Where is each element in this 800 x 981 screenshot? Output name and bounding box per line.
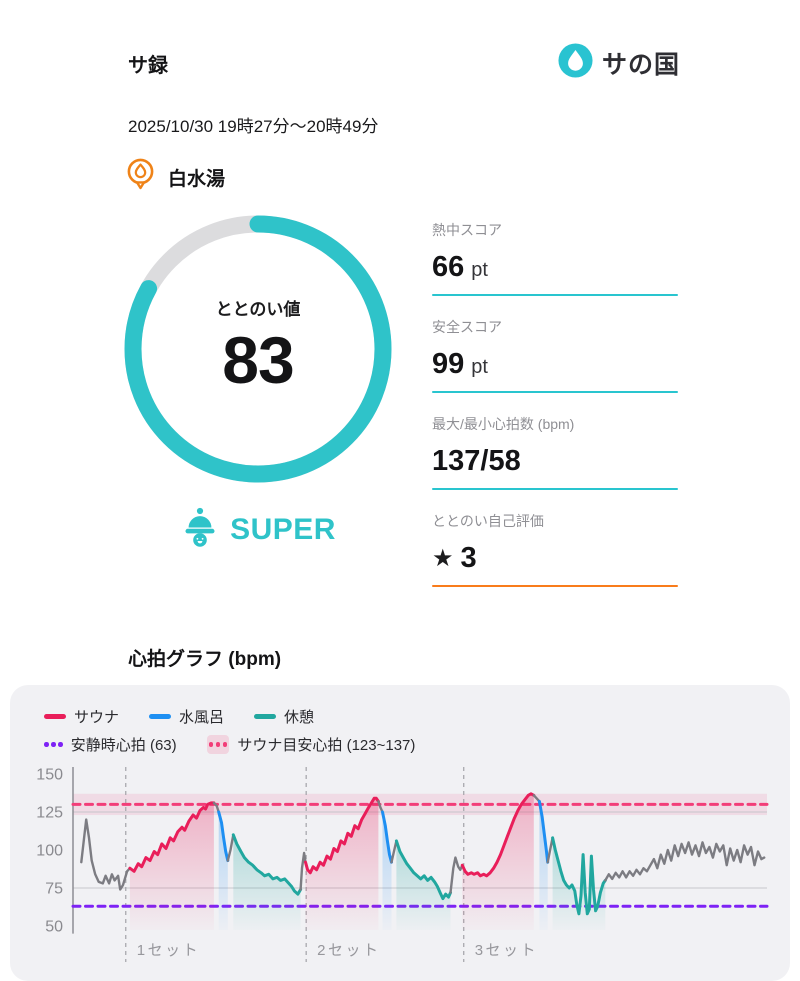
svg-text:1セット: 1セット bbox=[137, 942, 200, 959]
location-row: 白水湯 bbox=[124, 157, 800, 198]
stat-value: 66 bbox=[432, 251, 465, 283]
stat-label: 熱中スコア bbox=[432, 222, 502, 238]
sauna-hat-icon bbox=[180, 506, 220, 553]
stats-column: 熱中スコア 66 pt 安全スコア 99 pt 最大/最小心拍数 (bpm) 1… bbox=[432, 214, 678, 608]
stat-underline bbox=[432, 488, 678, 490]
session-datetime: 2025/10/30 19時27分〜20時49分 bbox=[128, 117, 379, 136]
location-name: 白水湯 bbox=[168, 169, 226, 190]
stat-underline bbox=[432, 294, 678, 296]
legend-label: 休憩 bbox=[284, 709, 315, 726]
gauge-value: 83 bbox=[222, 322, 294, 397]
water-drop-icon bbox=[557, 42, 594, 84]
legend-swatch-icon bbox=[206, 735, 230, 754]
legend-row: サウナ 水風呂 休憩 bbox=[44, 706, 774, 727]
app-logo-text: サの国 bbox=[601, 51, 680, 79]
legend-label: サウナ目安心拍 (123~137) bbox=[237, 737, 416, 754]
stat-value: 3 bbox=[460, 542, 477, 574]
legend-swatch-icon bbox=[254, 714, 277, 719]
legend-swatch-icon bbox=[44, 714, 66, 719]
svg-text:50: 50 bbox=[45, 919, 63, 936]
app-logo: サの国 bbox=[557, 42, 680, 84]
legend-item: 休憩 bbox=[254, 706, 314, 727]
legend-label: 水風呂 bbox=[179, 709, 225, 726]
header: サ録 サの国 bbox=[128, 42, 680, 84]
legend-item: 安静時心拍 (63) bbox=[44, 734, 177, 755]
svg-text:2セット: 2セット bbox=[317, 942, 380, 959]
stat-label: 最大/最小心拍数 (bpm) bbox=[432, 416, 575, 432]
stat-value: 99 bbox=[432, 348, 465, 380]
stat-netchu-score: 熱中スコア 66 pt bbox=[432, 220, 678, 296]
stat-self-rating: ととのい自己評価 ★ 3 bbox=[432, 511, 678, 587]
chart-legend: サウナ 水風呂 休憩 安静時心拍 (63) サウナ目安心拍 (123~137) bbox=[44, 706, 774, 755]
svg-text:75: 75 bbox=[45, 881, 63, 898]
rating-badge: SUPER bbox=[180, 506, 336, 553]
location-flame-pin-icon bbox=[124, 157, 157, 198]
gauge-ring bbox=[124, 215, 392, 483]
stat-unit: pt bbox=[471, 259, 488, 281]
svg-text:3セット: 3セット bbox=[475, 942, 538, 959]
rating-label: SUPER bbox=[230, 512, 336, 546]
totonoi-gauge-column: ととのい値 83 SUPER bbox=[120, 214, 396, 608]
svg-text:100: 100 bbox=[36, 843, 63, 860]
heart-rate-chart-card: サウナ 水風呂 休憩 安静時心拍 (63) サウナ目安心拍 (123~137) 50 7… bbox=[10, 685, 790, 981]
chart-title: 心拍グラフ (bpm) bbox=[128, 649, 282, 670]
stat-unit: pt bbox=[471, 356, 488, 378]
svg-text:150: 150 bbox=[36, 767, 63, 784]
star-icon: ★ bbox=[432, 544, 454, 572]
legend-row: 安静時心拍 (63) サウナ目安心拍 (123~137) bbox=[44, 734, 774, 755]
legend-swatch-icon bbox=[44, 742, 63, 747]
gauge-label: ととのい値 bbox=[215, 299, 301, 319]
stat-max-min-hr: 最大/最小心拍数 (bpm) 137/58 bbox=[432, 414, 678, 490]
stat-label: ととのい自己評価 bbox=[432, 513, 544, 529]
legend-item: 水風呂 bbox=[149, 706, 224, 727]
legend-label: 安静時心拍 (63) bbox=[70, 737, 177, 754]
totonoi-gauge: ととのい値 83 bbox=[123, 214, 393, 484]
heart-rate-plot: 50 75 100 125 150 1セット 2セット 3セット bbox=[36, 767, 769, 962]
page-title: サ録 bbox=[128, 54, 168, 77]
stat-underline bbox=[432, 391, 678, 393]
stat-label: 安全スコア bbox=[432, 319, 502, 335]
legend-item: サウナ目安心拍 (123~137) bbox=[206, 734, 416, 755]
legend-label: サウナ bbox=[74, 709, 120, 726]
stat-value: 137/58 bbox=[432, 445, 521, 477]
summary-section: ととのい値 83 SUPER bbox=[120, 214, 800, 608]
stat-safety-score: 安全スコア 99 pt bbox=[432, 317, 678, 393]
legend-item: サウナ bbox=[44, 706, 119, 727]
legend-swatch-icon bbox=[149, 714, 172, 719]
svg-text:125: 125 bbox=[36, 805, 63, 822]
stat-underline bbox=[432, 585, 678, 587]
